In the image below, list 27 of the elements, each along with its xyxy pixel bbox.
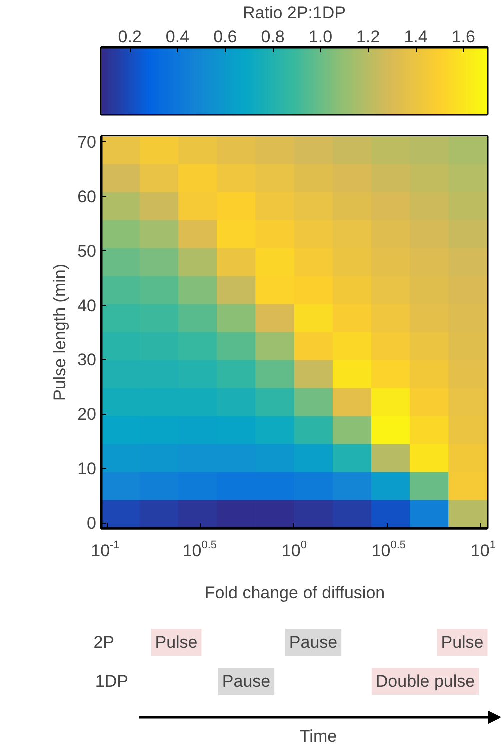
color-bar-title: Ratio 2P:1DP [243, 4, 346, 22]
color-bar-label: 0.4 [166, 28, 190, 46]
text: Pause [289, 633, 338, 652]
color-bar-label: 1.2 [356, 28, 380, 46]
y-tick-label: 30 [78, 350, 97, 370]
color-bar-label: 0.6 [214, 28, 238, 46]
y-tick-label: 10 [78, 460, 97, 479]
y-tick-label: 70 [78, 132, 97, 152]
x-axis-title: Fold change of diffusion [204, 584, 386, 602]
y-tick-label: 60 [78, 187, 97, 206]
y-tick-label: 20 [78, 405, 97, 424]
y-tick-label: 50 [78, 242, 97, 261]
text: Pause [222, 672, 271, 691]
text: Time [300, 727, 338, 746]
y-tick-label: 40 [78, 296, 97, 316]
color-bar-label: 1.0 [308, 28, 333, 46]
text: Pulse [155, 633, 198, 652]
y-axis-title: Pulse length (min) [50, 264, 70, 401]
text: Double pulse [376, 672, 476, 691]
color-bar-label: 0.8 [261, 28, 285, 46]
text: 1DP [95, 672, 129, 691]
color-bar-label: 1.4 [404, 28, 428, 46]
text: 2P [94, 633, 115, 652]
text: Pulse [441, 633, 484, 652]
color-bar-label: 0.2 [118, 28, 142, 46]
color-bar-label: 1.6 [452, 28, 476, 46]
y-tick-label: 0 [87, 514, 97, 534]
